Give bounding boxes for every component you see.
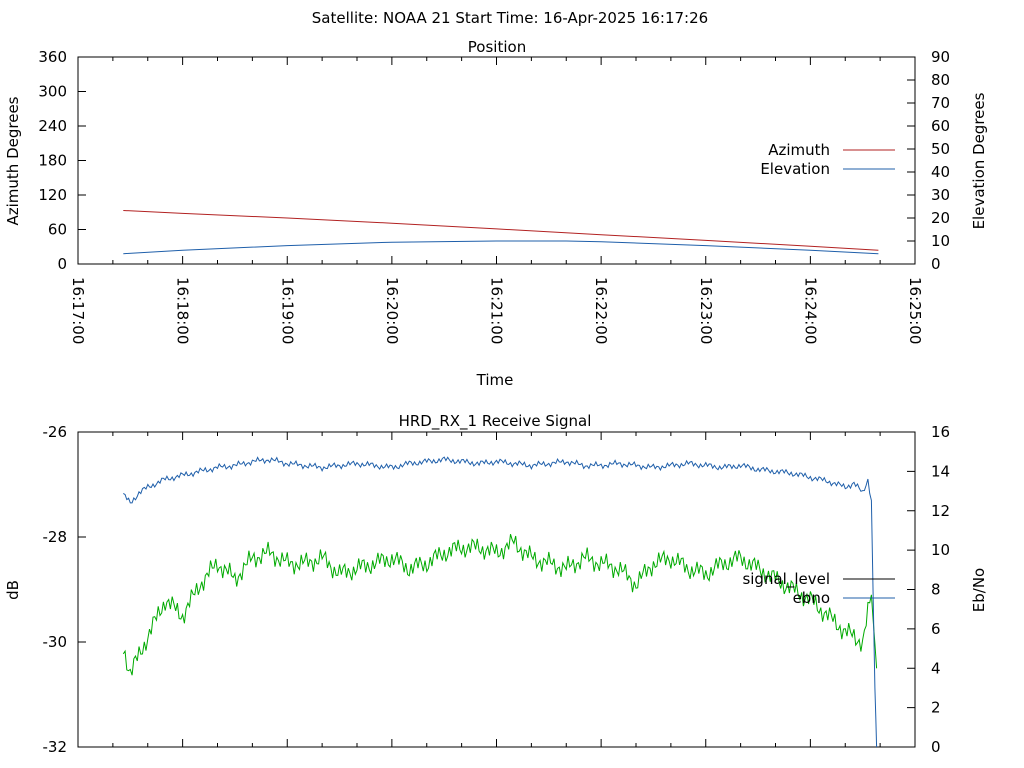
left-tick-label: 60 xyxy=(48,221,67,239)
time-axis-label: Time xyxy=(476,371,514,389)
x-tick-label: 16:19:00 xyxy=(278,277,296,344)
db-axis: -26 -28 -30 -32 xyxy=(43,423,86,756)
signal-time-axis xyxy=(77,432,916,747)
ebno-axis: 0 2 4 6 8 10 12 14 16 xyxy=(907,423,950,756)
right-tick-label: 6 xyxy=(931,620,941,638)
x-tick-label: 16:20:00 xyxy=(383,277,401,344)
left-tick-label: 240 xyxy=(38,117,67,135)
azimuth-axis: 0 60 120 180 240 300 360 xyxy=(38,48,86,273)
left-tick-label: 0 xyxy=(57,255,67,273)
right-tick-label: 80 xyxy=(931,71,950,89)
right-tick-label: 20 xyxy=(931,209,950,227)
azimuth-axis-label: Azimuth Degrees xyxy=(4,96,22,225)
x-tick-label: 16:17:00 xyxy=(69,277,87,344)
ebno-axis-label: Eb/No xyxy=(970,568,988,612)
right-tick-label: 10 xyxy=(931,232,950,250)
elevation-axis-label: Elevation Degrees xyxy=(970,92,988,229)
figure-title: Satellite: NOAA 21 Start Time: 16-Apr-20… xyxy=(312,9,708,27)
time-axis: 16:17:00 16:18:00 16:19:00 16:20:00 16:21:00… xyxy=(69,57,924,344)
right-tick-label: 8 xyxy=(931,581,941,599)
legend-label: signal_level xyxy=(742,570,830,589)
elevation-axis: 0 10 20 30 40 50 60 70 80 90 xyxy=(907,48,950,273)
position-chart-title: Position xyxy=(468,38,526,56)
right-tick-label: 14 xyxy=(931,462,950,480)
legend-label: Azimuth xyxy=(768,141,830,159)
left-tick-label: -26 xyxy=(43,423,68,441)
right-tick-label: 16 xyxy=(931,423,950,441)
x-tick-label: 16:23:00 xyxy=(697,277,715,344)
right-tick-label: 60 xyxy=(931,117,950,135)
series-line-elevation xyxy=(123,240,879,255)
left-tick-label: 360 xyxy=(38,48,67,66)
left-tick-label: 180 xyxy=(38,152,67,170)
series-line-azimuth xyxy=(123,210,879,251)
right-tick-label: 70 xyxy=(931,94,950,112)
left-tick-label: 300 xyxy=(38,83,67,101)
right-tick-label: 30 xyxy=(931,186,950,204)
x-tick-label: 16:22:00 xyxy=(592,277,610,344)
db-axis-label: dB xyxy=(4,580,22,600)
x-tick-label: 16:25:00 xyxy=(906,277,924,344)
legend-label: Elevation xyxy=(760,160,830,178)
right-tick-label: 2 xyxy=(931,699,941,717)
right-tick-label: 0 xyxy=(931,255,941,273)
right-tick-label: 50 xyxy=(931,140,950,158)
legend-label: ebno xyxy=(793,589,830,607)
right-tick-label: 90 xyxy=(931,48,950,66)
receive-signal-chart-title: HRD_RX_1 Receive Signal xyxy=(399,412,592,431)
x-tick-label: 16:24:00 xyxy=(801,277,819,344)
x-tick-label: 16:18:00 xyxy=(174,277,192,344)
right-tick-label: 4 xyxy=(931,659,941,677)
right-tick-label: 0 xyxy=(931,738,941,756)
right-tick-label: 10 xyxy=(931,541,950,559)
left-tick-label: -32 xyxy=(43,738,68,756)
x-tick-label: 16:21:00 xyxy=(488,277,506,344)
series-line-ebno xyxy=(123,456,878,748)
series-line-signal-level xyxy=(122,534,878,676)
left-tick-label: 120 xyxy=(38,186,67,204)
left-tick-label: -28 xyxy=(43,528,68,546)
receive-signal-chart: HRD_RX_1 Receive Signal -26 -28 -30 -32 0 2 4… xyxy=(4,412,988,756)
position-chart: Position 0 60 120 180 240 300 360 0 10 20 30 40 50 6… xyxy=(4,38,988,389)
right-tick-label: 12 xyxy=(931,502,950,520)
right-tick-label: 40 xyxy=(931,163,950,181)
left-tick-label: -30 xyxy=(43,633,68,651)
